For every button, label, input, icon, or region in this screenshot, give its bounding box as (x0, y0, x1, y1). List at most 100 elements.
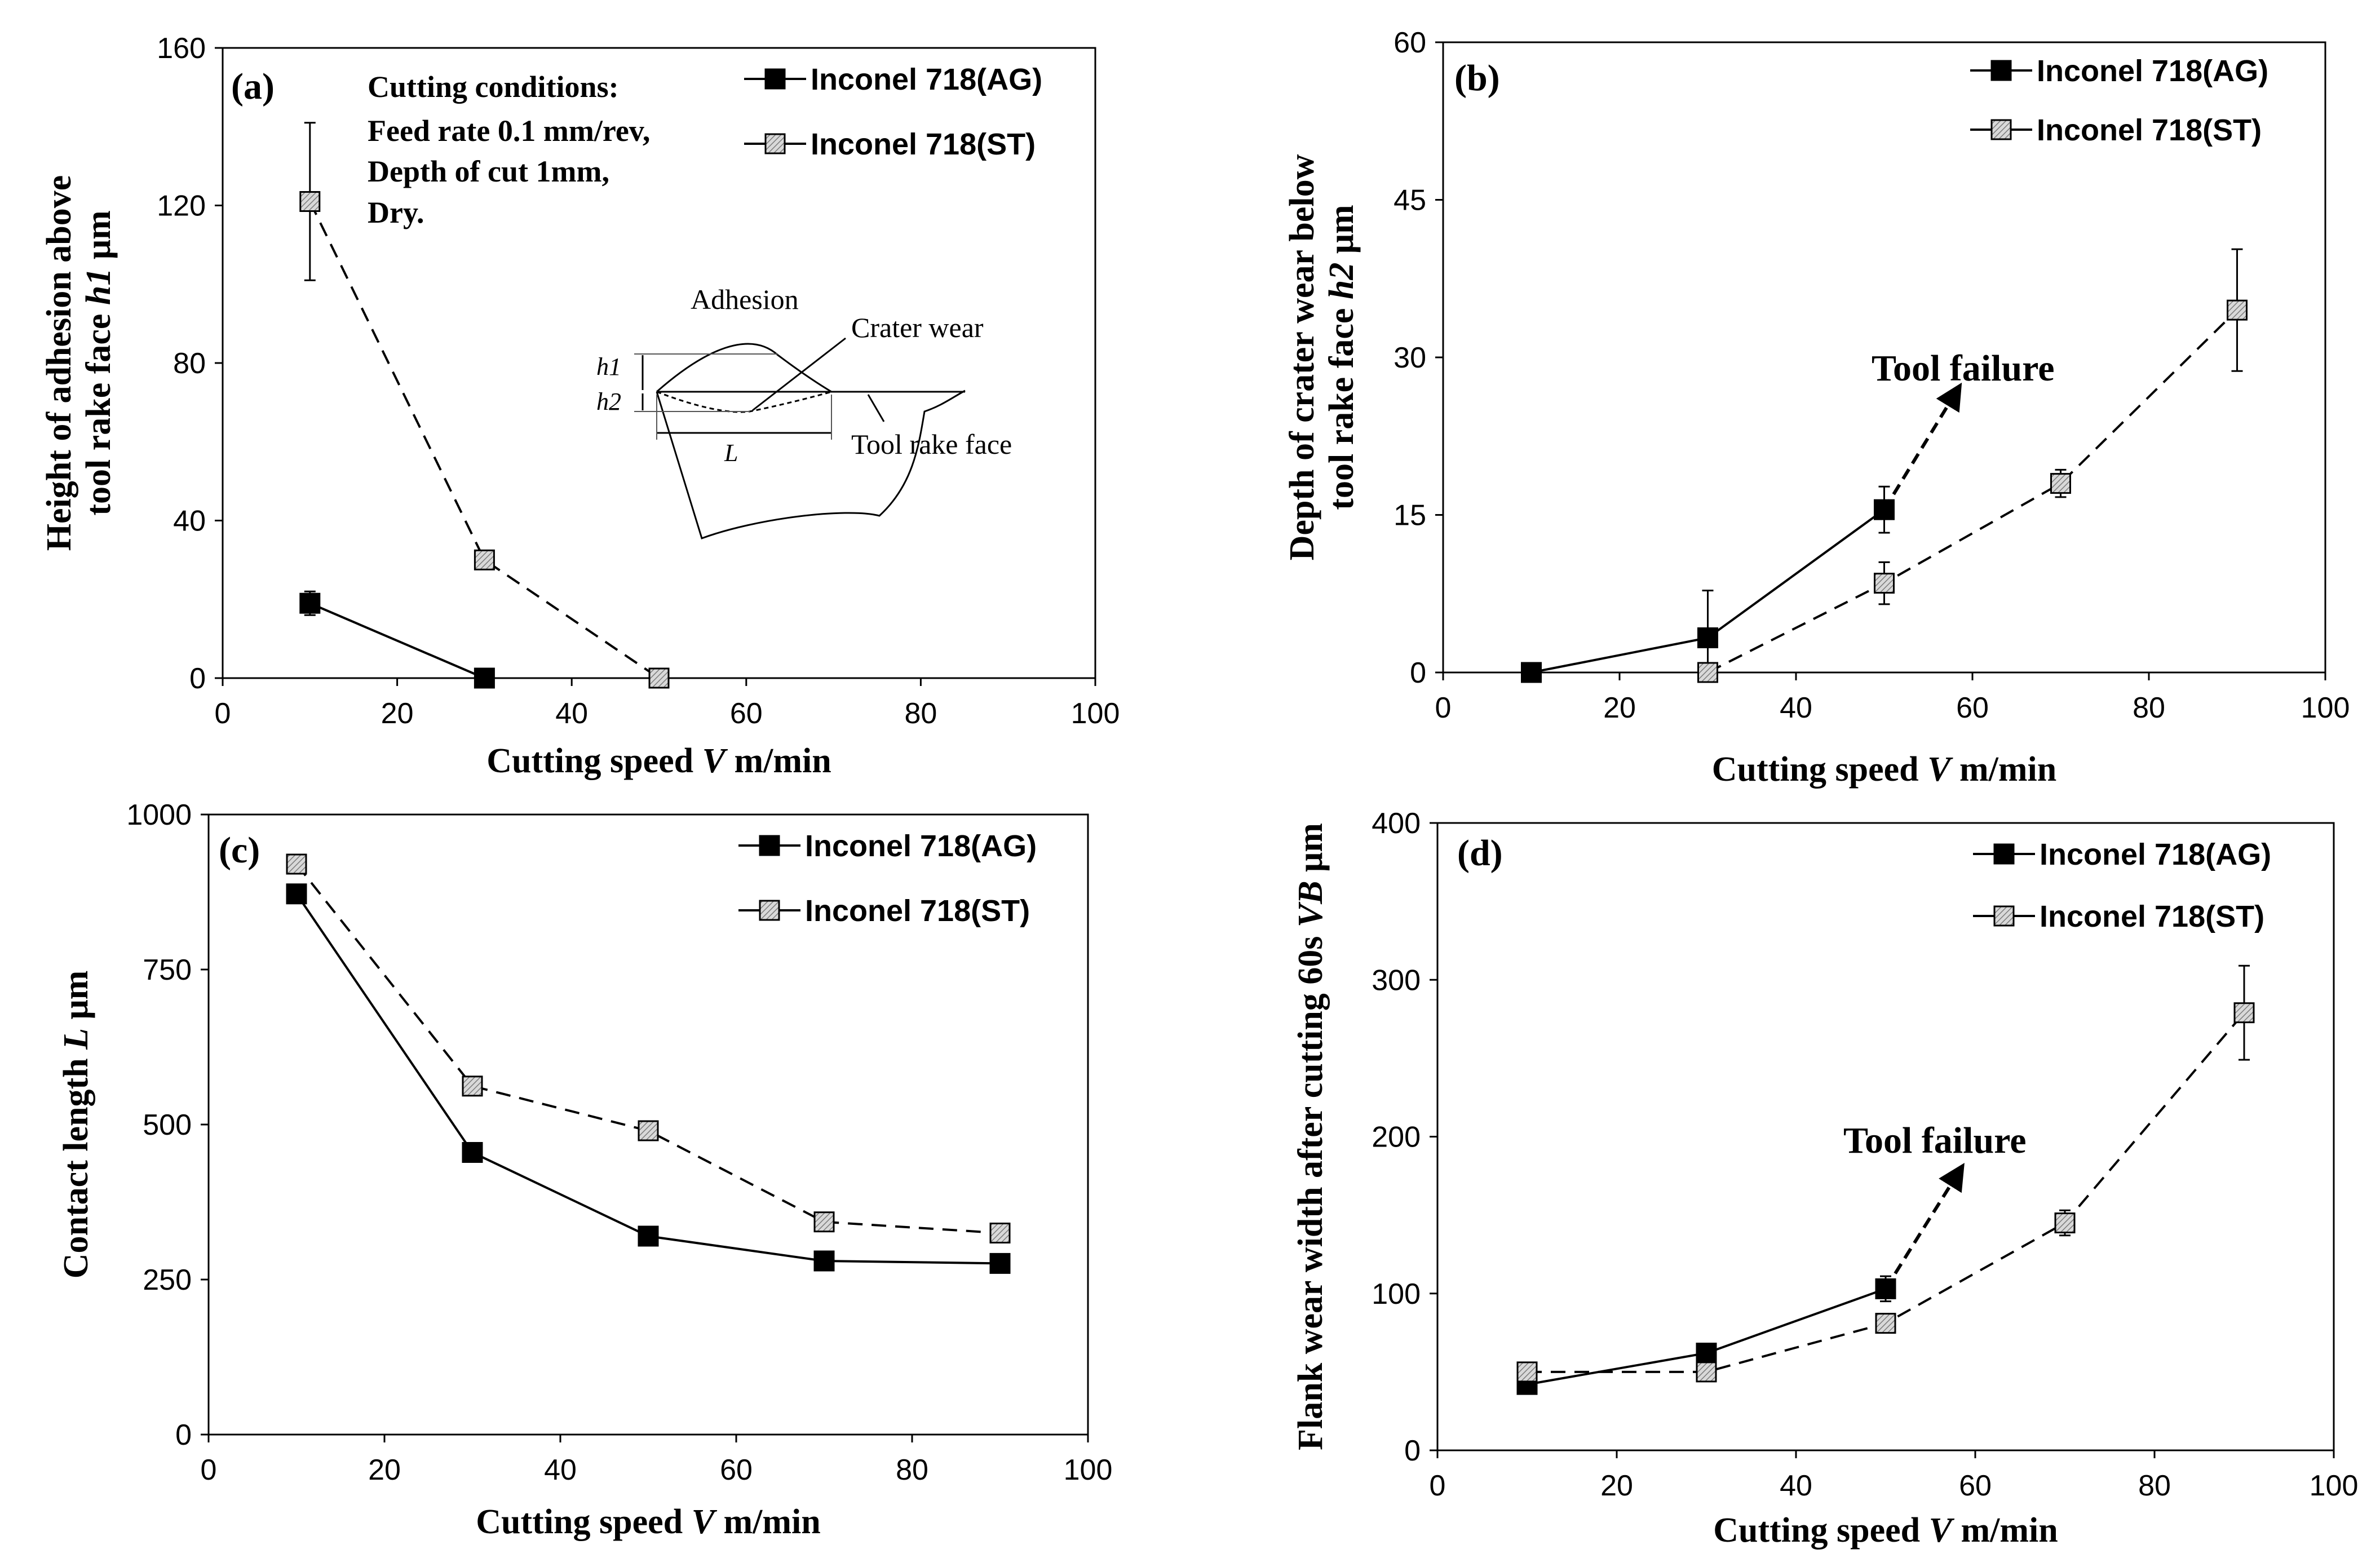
panel-label: (c) (219, 830, 260, 871)
series-line-st (309, 201, 660, 679)
data-point-st (2050, 473, 2071, 494)
legend-marker-st (1990, 119, 2012, 140)
data-point-ag (474, 667, 495, 689)
y-tick-label: 750 (143, 954, 192, 986)
rake-face-label: Tool rake face (851, 428, 1012, 460)
data-point-st (648, 667, 670, 689)
y-tick-label: 100 (1372, 1278, 1421, 1311)
data-point-ag (462, 1142, 483, 1163)
y-axis-label: Height of adhesion above (40, 175, 78, 551)
y-tick-label: 160 (157, 32, 206, 65)
data-point-st (2227, 299, 2248, 321)
data-point-ag (286, 883, 307, 905)
tool-failure-arrow (1882, 382, 1962, 511)
data-point-ag (1521, 662, 1542, 683)
legend-label-st: Inconel 718(ST) (2037, 113, 2262, 147)
legend-label-st: Inconel 718(ST) (805, 894, 1030, 928)
x-tick-label: 20 (381, 697, 414, 730)
x-tick-label: 80 (2138, 1470, 2171, 1502)
x-tick-label: 0 (215, 697, 231, 730)
x-tick-label: 0 (1430, 1470, 1446, 1502)
cutting-conditions: Cutting conditions: Feed rate 0.1 mm/rev… (368, 70, 650, 229)
data-point-st (1874, 573, 1895, 594)
data-point-st (286, 853, 307, 875)
conditions-line: Cutting conditions: (368, 70, 619, 104)
y-tick-label: 0 (1404, 1435, 1421, 1467)
data-point-st (1875, 1313, 1896, 1334)
x-tick-label: 60 (1959, 1470, 1992, 1502)
data-point-st (299, 191, 321, 213)
y-tick-label: 30 (1394, 342, 1426, 374)
legend-marker-ag (764, 68, 786, 90)
legend-label-ag: Inconel 718(AG) (2037, 54, 2268, 88)
x-tick-label: 40 (555, 697, 588, 730)
h1-label: h1 (596, 353, 621, 380)
data-point-st (989, 1223, 1011, 1243)
conditions-line: Depth of cut 1mm, (368, 154, 609, 188)
adhesion-curve (656, 343, 832, 393)
y-axis-label: tool rake face h2 μm (1322, 205, 1361, 510)
x-tick-label: 80 (904, 697, 937, 730)
y-tick-label: 45 (1394, 184, 1426, 217)
x-tick-label: 60 (730, 697, 763, 730)
y-tick-label: 120 (157, 190, 206, 223)
legend-marker-st (764, 133, 786, 154)
y-tick-label: 250 (143, 1264, 192, 1296)
x-tick-label: 80 (2133, 692, 2165, 724)
x-axis-label: Cutting speed V m/min (1713, 1511, 2058, 1550)
y-axis-label: tool rake face h1 μm (79, 210, 118, 515)
conditions-line: Feed rate 0.1 mm/rev, (368, 114, 650, 148)
data-point-st (2233, 1002, 2255, 1024)
legend-label-ag: Inconel 718(AG) (811, 63, 1042, 96)
y-tick-label: 40 (173, 505, 206, 538)
legend-label-ag: Inconel 718(AG) (805, 829, 1037, 863)
adhesion-label: Adhesion (691, 284, 799, 315)
data-point-ag (1697, 627, 1718, 649)
x-tick-label: 40 (1780, 1470, 1812, 1502)
legend-marker-st (1993, 905, 2015, 927)
data-point-st (638, 1120, 659, 1141)
y-axis-label: Contact length L μm (57, 971, 95, 1279)
legend-marker-st (759, 900, 780, 921)
inset-diagram: Adhesion Crater wear Tool rake face h1 h… (596, 284, 1012, 539)
y-tick-label: 0 (1410, 657, 1426, 689)
rake-pointer (867, 394, 885, 422)
y-tick-label: 80 (173, 347, 206, 380)
data-point-st (474, 549, 495, 570)
x-tick-label: 100 (1064, 1454, 1113, 1486)
data-point-ag (299, 592, 321, 614)
data-point-ag (638, 1225, 659, 1247)
data-point-st (1697, 662, 1718, 683)
panel-label: (d) (1457, 833, 1503, 874)
series-line-ag (295, 893, 1001, 1265)
y-tick-label: 15 (1394, 499, 1426, 532)
legend-label-ag: Inconel 718(AG) (2040, 838, 2271, 871)
tool-outline (656, 389, 966, 539)
x-tick-label: 40 (544, 1454, 577, 1486)
crater-wear-label: Crater wear (851, 312, 984, 343)
series-line-ag (309, 602, 485, 679)
x-tick-label: 100 (1071, 697, 1120, 730)
data-point-st (462, 1075, 483, 1097)
y-tick-label: 300 (1372, 964, 1421, 997)
data-point-st (1516, 1361, 1538, 1383)
data-point-st (2054, 1212, 2076, 1234)
h2-label: h2 (596, 388, 621, 415)
x-tick-label: 60 (1956, 692, 1989, 724)
l-label: L (724, 439, 738, 467)
x-tick-label: 0 (201, 1454, 217, 1486)
panel-a: 0 20 40 60 80 100 0 40 80 120 160 Cutting speed V m… (40, 32, 1120, 780)
y-tick-label: 200 (1372, 1121, 1421, 1154)
data-point-st (813, 1211, 835, 1233)
x-tick-label: 100 (2310, 1470, 2359, 1502)
crater-curve (656, 391, 832, 413)
x-tick-label: 40 (1780, 692, 1812, 724)
series-line-st (295, 863, 1001, 1234)
x-tick-label: 0 (1435, 692, 1452, 724)
series-line-st (1707, 309, 2238, 674)
legend-marker-ag (1990, 60, 2012, 81)
x-tick-label: 60 (720, 1454, 753, 1486)
x-axis-label: Cutting speed V m/min (486, 742, 831, 780)
data-point-ag (1874, 499, 1895, 520)
